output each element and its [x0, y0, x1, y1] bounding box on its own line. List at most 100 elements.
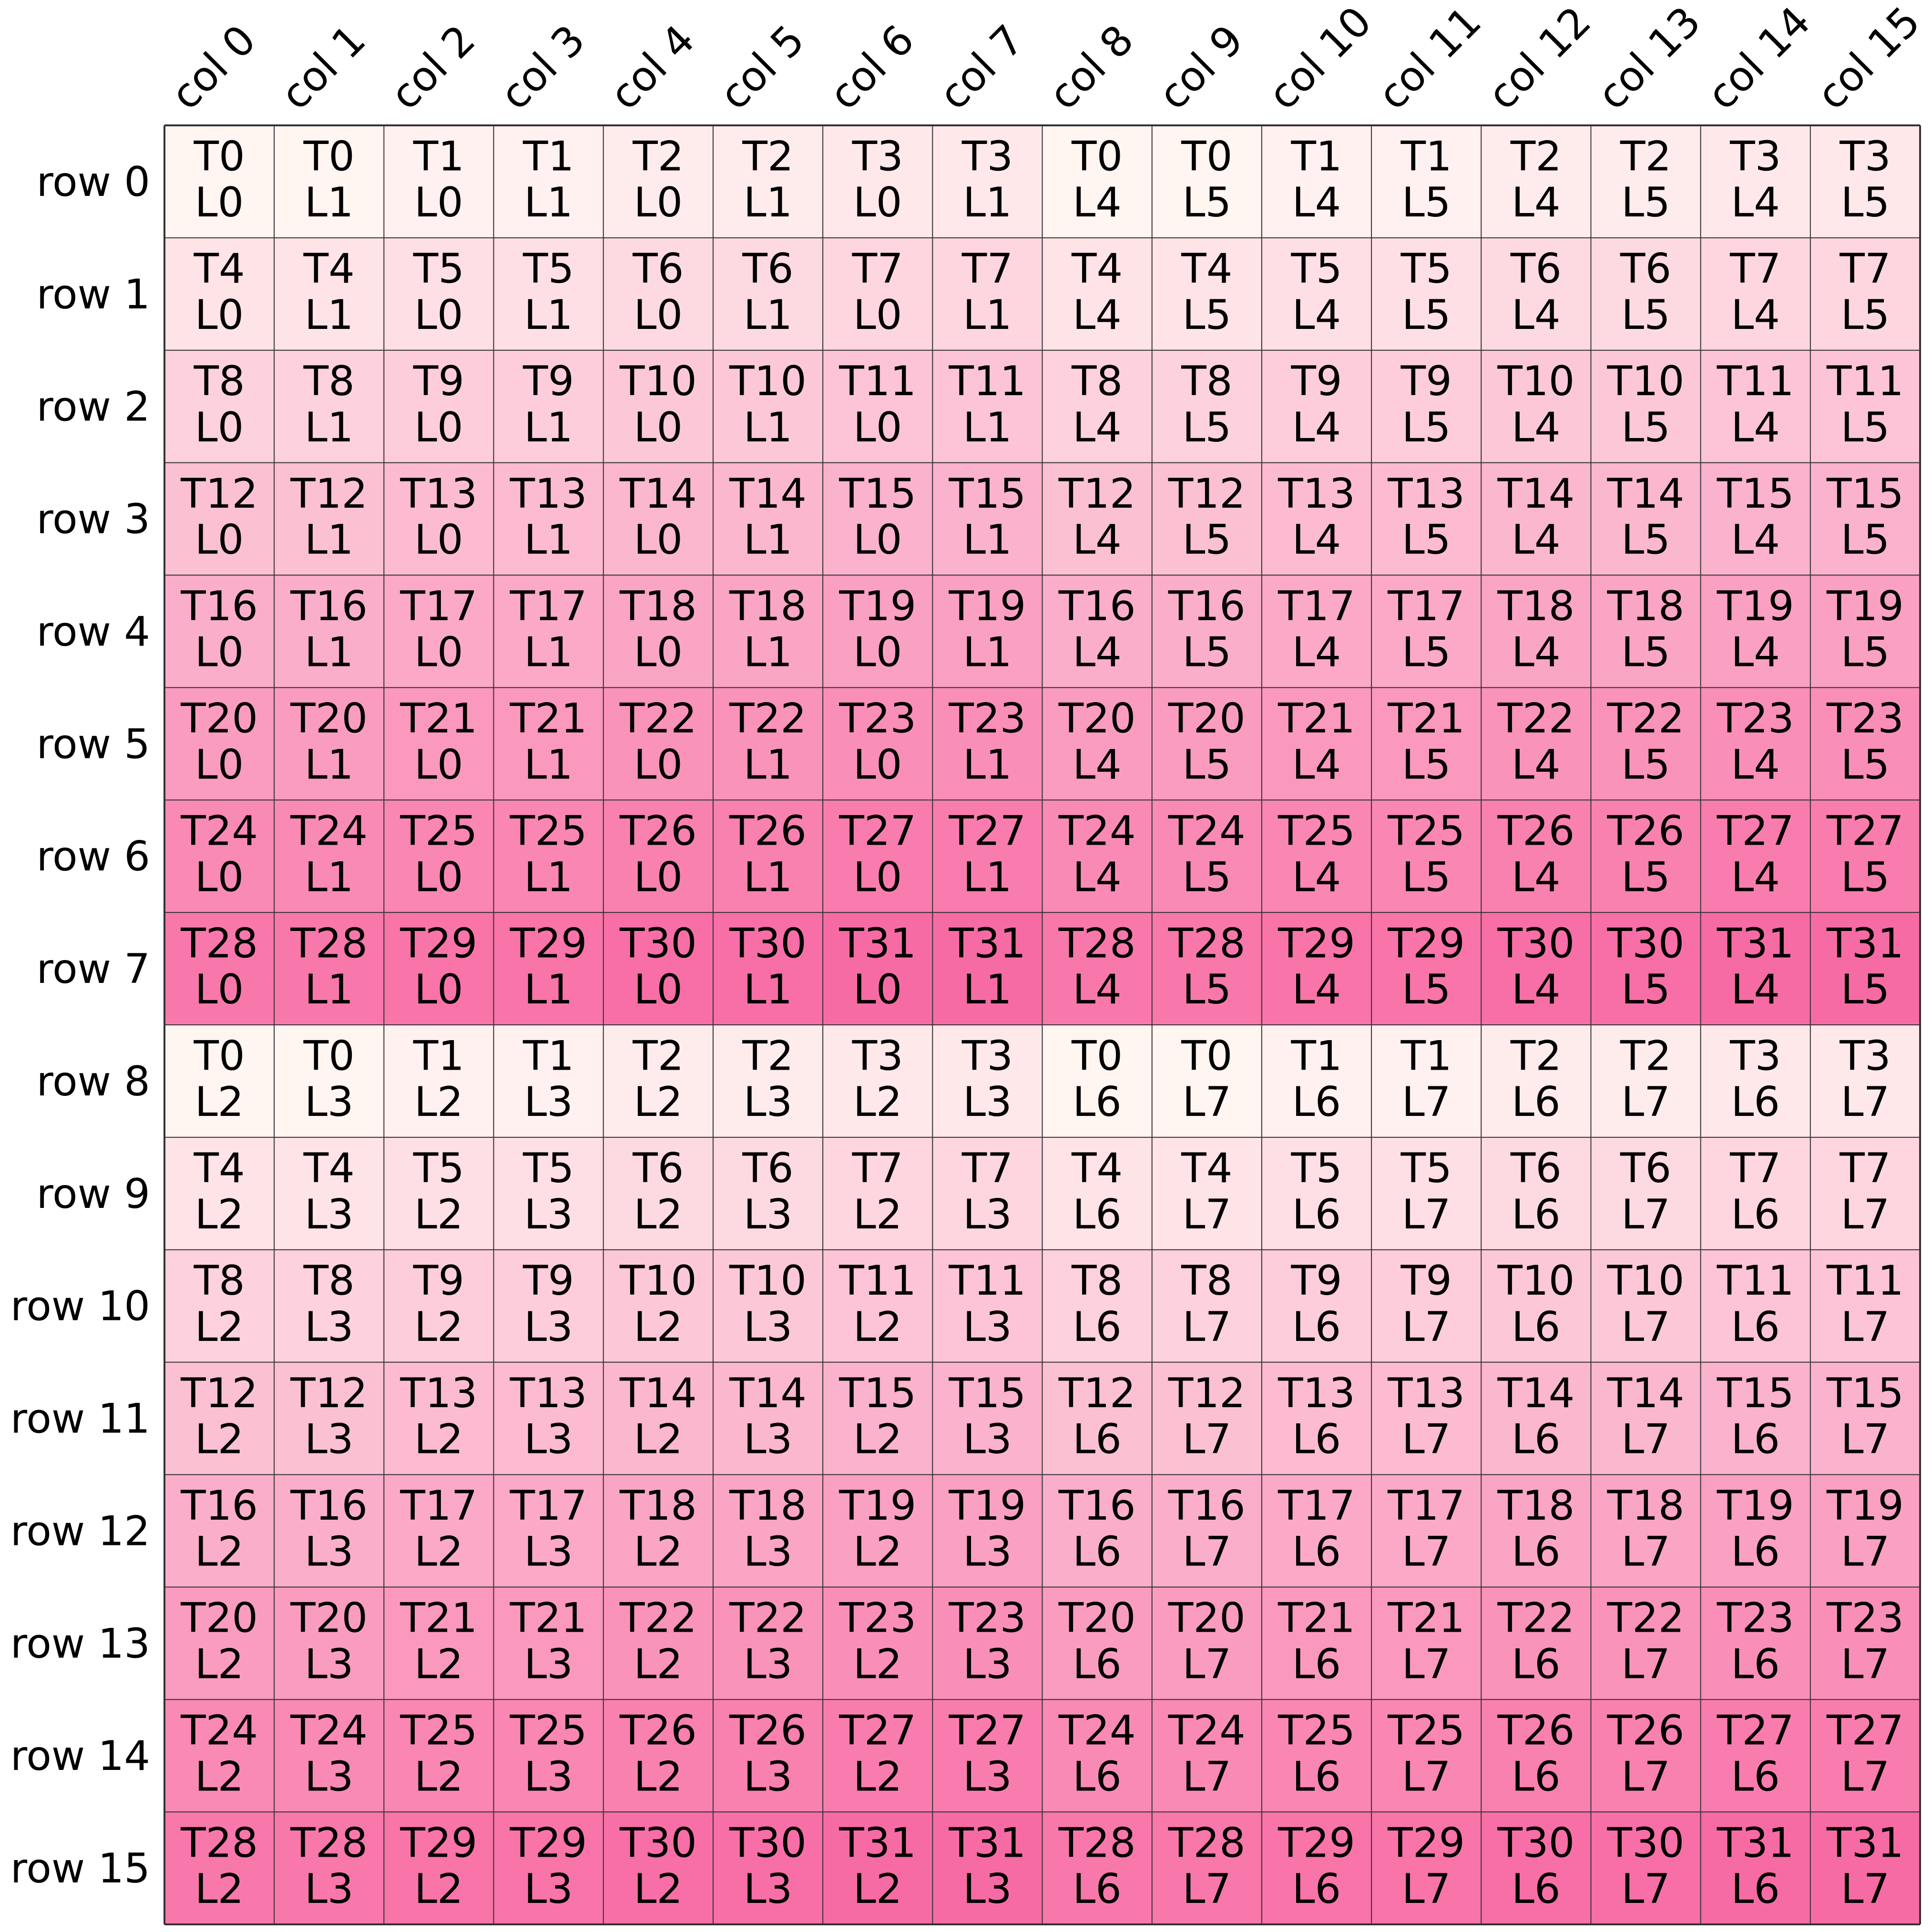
cell-background [823, 1025, 933, 1137]
cell-background [164, 912, 275, 1025]
column-label: col 14 [1698, 0, 1820, 119]
cell-lane-label: L6 [1292, 1865, 1341, 1913]
cell-thread-label: T12 [180, 470, 258, 518]
cell-background [1371, 237, 1482, 350]
cell-thread-label: T30 [1607, 920, 1685, 967]
cell-background [274, 1249, 384, 1362]
cell-lane-label: L2 [853, 1753, 902, 1800]
cell-thread-label: T21 [1278, 695, 1355, 743]
cell-background [932, 1474, 1043, 1587]
cell-thread-label: T16 [1168, 583, 1246, 630]
cell-background [493, 1362, 603, 1475]
cell-thread-label: T14 [619, 1370, 697, 1417]
cell-thread-label: T13 [1387, 1370, 1465, 1417]
cell-thread-label: T27 [838, 1707, 916, 1755]
cell-background [1152, 800, 1262, 913]
cell-background [1481, 1474, 1591, 1587]
cell-thread-label: T14 [729, 1370, 807, 1417]
cell-thread-label: T7 [852, 245, 903, 293]
cell-thread-label: T15 [1826, 1370, 1904, 1417]
cell-background [1042, 1699, 1152, 1812]
cell-background [823, 1812, 933, 1924]
cell-thread-label: T22 [1497, 1595, 1574, 1642]
cell-lane-label: L2 [634, 1865, 683, 1913]
cell-background [1042, 800, 1152, 913]
cell-background [1481, 1249, 1591, 1362]
row-label: row 6 [37, 833, 150, 880]
cell-background [1261, 1362, 1372, 1475]
cell-background [932, 462, 1043, 575]
cell-thread-label: T19 [1826, 1482, 1904, 1530]
row-label: row 12 [10, 1507, 150, 1555]
cell-background [493, 125, 603, 238]
cell-thread-label: T25 [510, 1707, 587, 1755]
row-labels: row 0 row 1 row 2 row 3 row 4 row 5 row 6 row 7… [10, 158, 150, 1892]
cell-lane-label: L2 [195, 1865, 244, 1913]
cell-thread-label: T18 [1497, 583, 1574, 630]
cell-background [493, 1025, 603, 1137]
cell-thread-label: T12 [1168, 1370, 1246, 1417]
cell-lane-label: L0 [634, 741, 683, 788]
cell-lane-label: L2 [853, 1303, 902, 1351]
cell-background [274, 575, 384, 688]
cell-background [823, 687, 933, 800]
cell-thread-label: T24 [180, 808, 258, 855]
cell-background [1481, 1699, 1591, 1812]
cell-background [164, 350, 275, 463]
cell-background [1810, 1362, 1920, 1475]
cell-thread-label: T28 [1058, 1819, 1136, 1867]
cell-thread-label: T31 [1717, 1819, 1794, 1867]
cell-lane-label: L6 [1512, 1078, 1561, 1126]
cell-background [1591, 350, 1701, 463]
cell-lane-label: L0 [853, 853, 902, 901]
cell-thread-label: T4 [1181, 1145, 1232, 1192]
cell-lane-label: L4 [1731, 179, 1780, 226]
cell-thread-label: T27 [948, 808, 1026, 855]
cell-lane-label: L6 [1512, 1753, 1561, 1800]
cell-lane-label: L6 [1731, 1303, 1780, 1351]
cell-thread-label: T15 [1826, 470, 1904, 518]
cell-background [1591, 1474, 1701, 1587]
cell-background [274, 912, 384, 1025]
cell-background [823, 1474, 933, 1587]
cell-thread-label: T29 [510, 920, 587, 967]
